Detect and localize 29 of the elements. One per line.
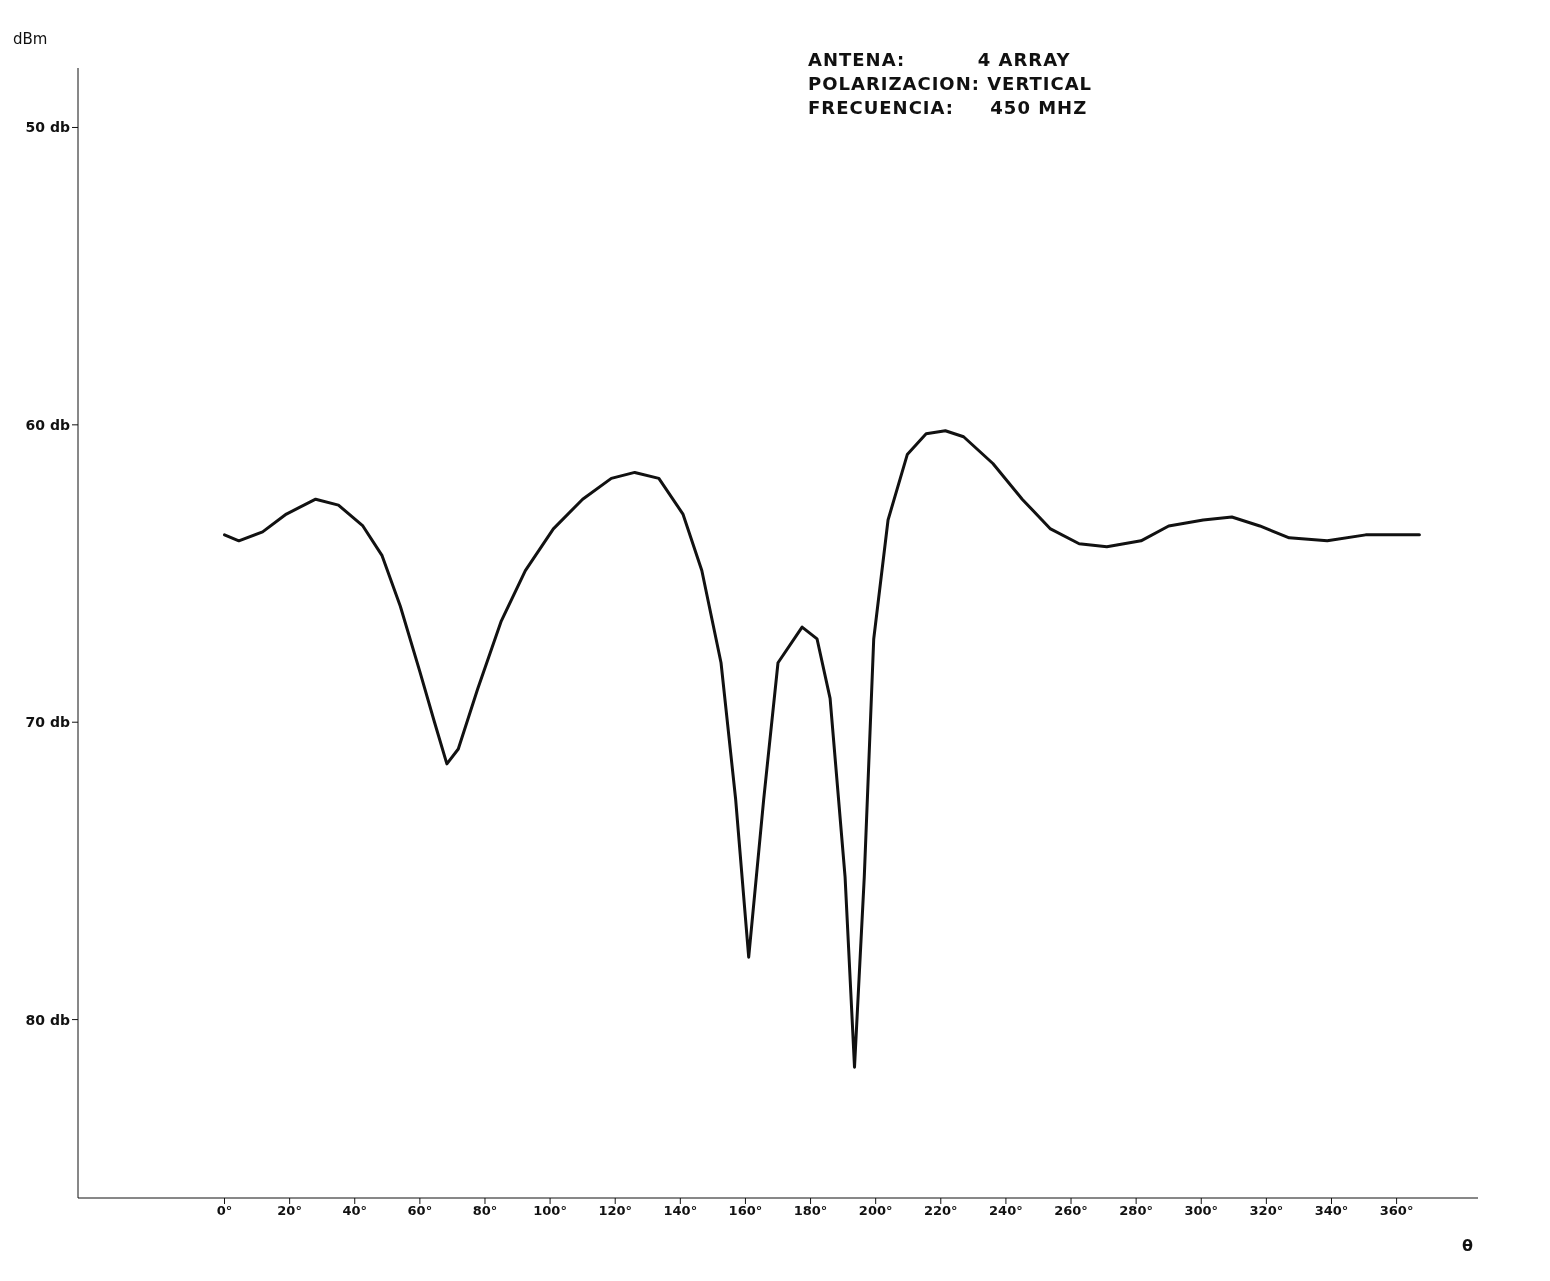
y-tick-label: 70 db bbox=[25, 714, 70, 731]
x-tick-label: 280° bbox=[1119, 1203, 1153, 1219]
x-tick-label: 80° bbox=[472, 1203, 498, 1219]
x-tick-label: 20° bbox=[277, 1203, 302, 1219]
x-tick-label: 240° bbox=[989, 1203, 1023, 1219]
x-tick-label: 220° bbox=[923, 1203, 958, 1219]
x-tick-label: 140° bbox=[663, 1203, 698, 1219]
annotation: ANTENA: 4 ARRAY bbox=[808, 48, 1072, 72]
x-tick-label: 180° bbox=[793, 1203, 828, 1219]
annotation: POLARIZACION: VERTICAL bbox=[808, 72, 1093, 96]
x-tick-label: 200° bbox=[858, 1203, 893, 1219]
x-tick-label: 160° bbox=[728, 1203, 763, 1219]
x-tick-label: 120° bbox=[598, 1203, 633, 1219]
y-tick-label: 60 db bbox=[25, 416, 70, 433]
x-tick-label: 40° bbox=[342, 1203, 368, 1219]
x-tick-label: 260° bbox=[1054, 1203, 1088, 1219]
y-axis-title: dBm bbox=[13, 29, 48, 48]
x-tick-label: 100° bbox=[533, 1203, 567, 1219]
y-tick-label: 80 db bbox=[25, 1011, 70, 1028]
y-tick-label: 50 db bbox=[25, 119, 70, 136]
annotation: FRECUENCIA: 450 MHZ bbox=[808, 96, 1089, 120]
x-tick-label: 0° bbox=[216, 1203, 233, 1219]
x-tick-label: 60° bbox=[407, 1203, 433, 1219]
x-tick-label: 360° bbox=[1379, 1203, 1414, 1219]
x-tick-label: 320° bbox=[1249, 1203, 1284, 1219]
x-tick-label: 340° bbox=[1314, 1203, 1349, 1219]
x-tick-label: 300° bbox=[1184, 1203, 1219, 1219]
line-series bbox=[223, 429, 1421, 1069]
x-axis-title: θ bbox=[1462, 1235, 1473, 1255]
